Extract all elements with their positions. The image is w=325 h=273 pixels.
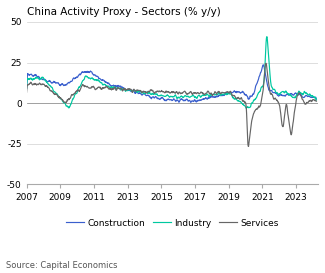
Services <box>264 62 268 65</box>
Construction <box>278 94 282 97</box>
Text: China Activity Proxy - Sectors (% y/y): China Activity Proxy - Sectors (% y/y) <box>27 7 220 17</box>
Services <box>189 90 193 93</box>
Services <box>251 114 255 117</box>
Services <box>278 106 282 110</box>
Line: Construction: Construction <box>27 65 316 102</box>
Industry <box>25 87 29 90</box>
Industry <box>314 98 318 102</box>
Services <box>314 100 318 103</box>
Construction <box>314 97 318 101</box>
Services <box>172 91 176 94</box>
Construction <box>189 100 193 104</box>
Line: Services: Services <box>27 63 316 146</box>
Services <box>25 91 29 94</box>
Services <box>146 90 150 94</box>
Construction <box>262 63 266 67</box>
Construction <box>189 101 193 104</box>
Construction <box>146 93 150 97</box>
Industry <box>119 88 123 91</box>
Services <box>119 87 123 90</box>
Construction <box>25 87 29 90</box>
Industry <box>244 107 248 110</box>
Legend: Construction, Industry, Services: Construction, Industry, Services <box>62 215 282 231</box>
Industry <box>189 95 193 98</box>
Industry <box>146 91 150 94</box>
Industry <box>251 100 255 103</box>
Construction <box>172 97 176 100</box>
Industry <box>278 92 282 96</box>
Industry <box>172 95 176 99</box>
Line: Industry: Industry <box>27 37 316 108</box>
Services <box>247 145 251 148</box>
Construction <box>119 85 123 88</box>
Text: Source: Capital Economics: Source: Capital Economics <box>6 261 118 270</box>
Construction <box>251 92 255 96</box>
Industry <box>265 35 269 38</box>
